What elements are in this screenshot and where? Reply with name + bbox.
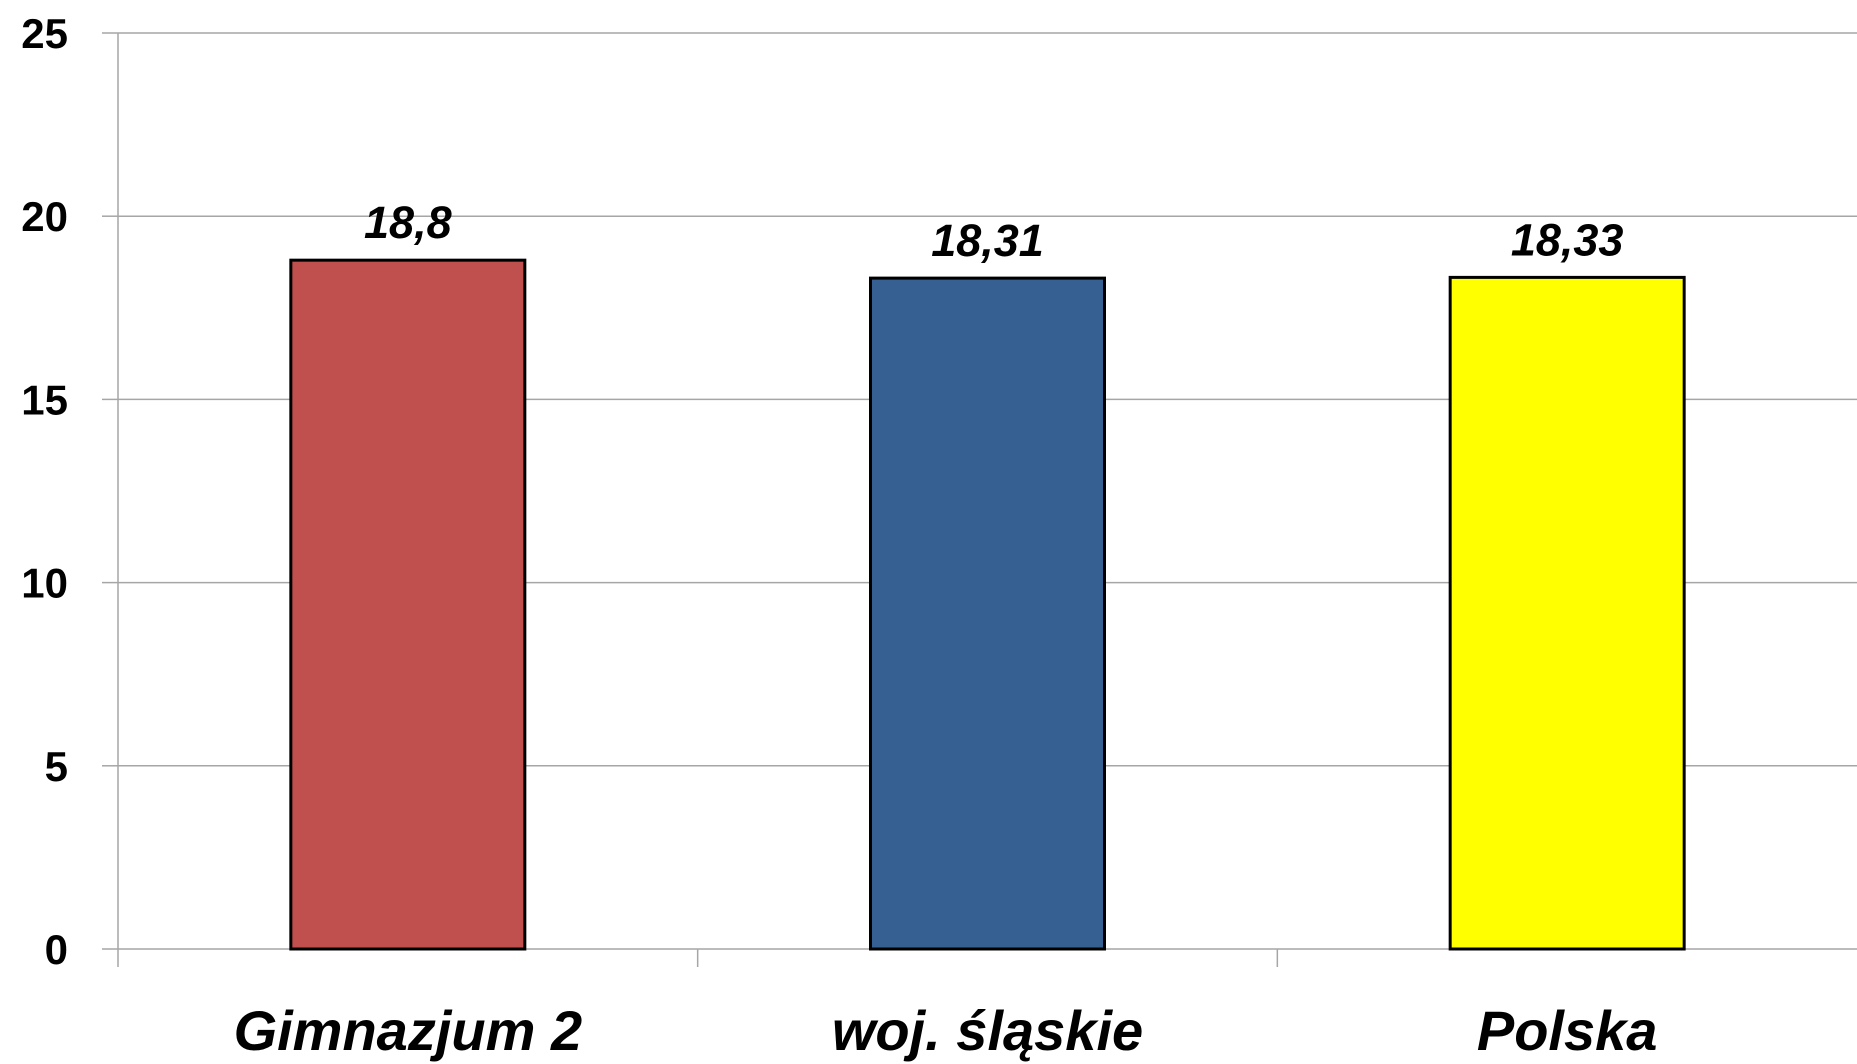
y-tick-label: 0: [45, 926, 68, 973]
x-tick-label: Gimnazjum 2: [234, 999, 583, 1062]
y-tick-label: 20: [21, 193, 68, 240]
y-tick-label: 10: [21, 560, 68, 607]
y-tick-labels: 0 5 10 15 20 25: [21, 10, 68, 973]
y-tick-label: 5: [45, 743, 68, 790]
bar-0: [289, 258, 527, 951]
bar-1: [869, 276, 1106, 951]
y-tick-label: 25: [21, 10, 68, 57]
data-label: 18,33: [1511, 214, 1624, 265]
data-label: 18,8: [364, 197, 452, 248]
x-tick-label: woj. śląskie: [832, 999, 1143, 1062]
x-tick-label: Polska: [1477, 999, 1658, 1062]
y-tick-label: 15: [21, 376, 68, 423]
bars: [289, 258, 1686, 951]
x-tick-labels: Gimnazjum 2 woj. śląskie Polska: [234, 999, 1658, 1062]
data-label: 18,31: [931, 215, 1044, 266]
data-labels: 18,8 18,31 18,33: [364, 197, 1623, 266]
bar-2: [1448, 275, 1686, 951]
